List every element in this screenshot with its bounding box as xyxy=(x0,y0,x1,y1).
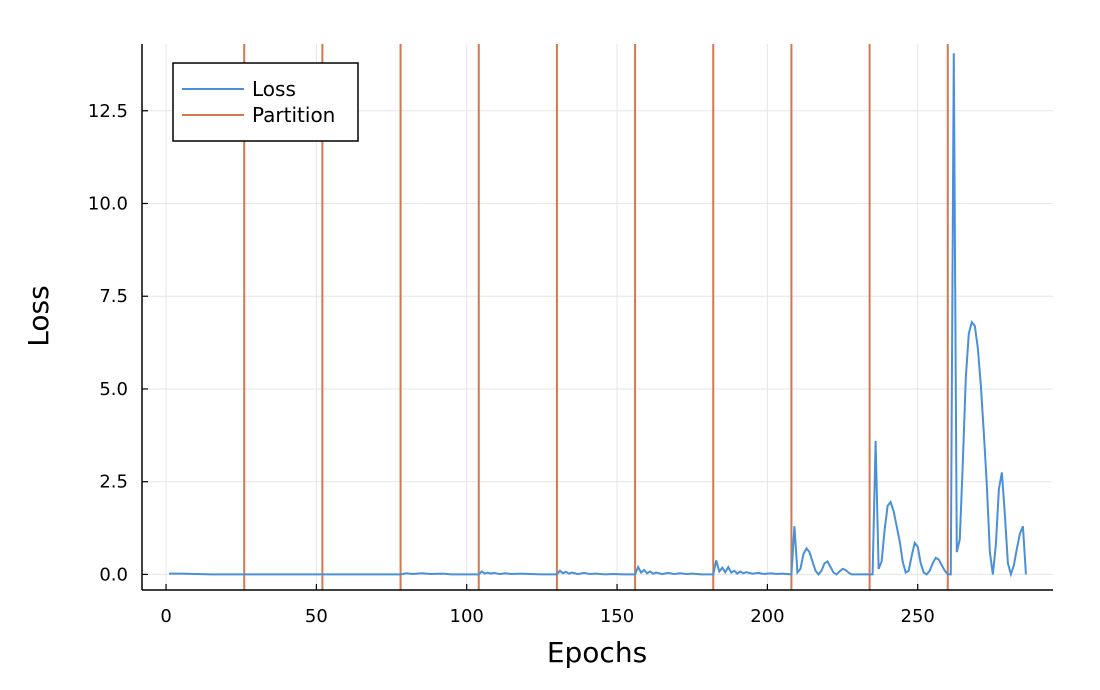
x-tick-label: 250 xyxy=(901,606,935,627)
y-tick-label: 2.5 xyxy=(99,472,128,493)
tick-labels: 0 50 100 150 200 250 0.0 2.5 5.0 7.5 10.0 12.5 xyxy=(88,101,935,627)
x-tick-label: 100 xyxy=(450,606,484,627)
legend-label-loss: Loss xyxy=(252,77,296,101)
y-tick-label: 0.0 xyxy=(99,564,128,585)
x-tick-label: 0 xyxy=(160,606,171,627)
legend: Loss Partition xyxy=(172,62,359,142)
y-tick-label: 7.5 xyxy=(99,286,128,307)
x-tick-label: 200 xyxy=(750,606,784,627)
legend-label-partition: Partition xyxy=(252,103,335,127)
y-axis-title: Loss xyxy=(22,285,55,346)
loss-series-line xyxy=(169,53,1027,578)
x-tick-label: 150 xyxy=(600,606,634,627)
partition-lines xyxy=(243,44,949,590)
x-tick-label: 50 xyxy=(305,606,328,627)
y-tick-label: 10.0 xyxy=(88,193,128,214)
legend-box xyxy=(172,62,359,142)
y-tick-label: 5.0 xyxy=(99,379,128,400)
y-tick-label: 12.5 xyxy=(88,101,128,122)
x-axis-title: Epochs xyxy=(547,636,647,669)
axes xyxy=(141,44,1053,591)
